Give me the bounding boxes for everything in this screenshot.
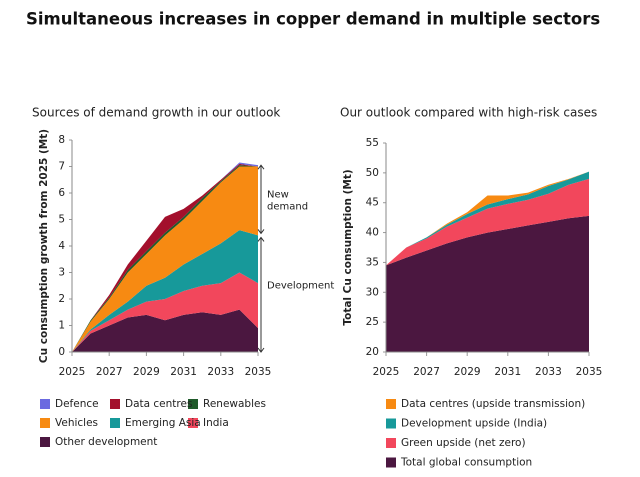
legend-label: Total global consumption bbox=[400, 457, 532, 469]
y-axis-label: Cu consumption growth from 2025 (Mt) bbox=[38, 129, 50, 363]
y-tick-label: 0 bbox=[58, 346, 65, 358]
y-tick-label: 3 bbox=[58, 267, 65, 279]
legend-swatch bbox=[110, 399, 120, 409]
y-tick-label: 7 bbox=[58, 161, 65, 173]
area bbox=[386, 171, 589, 266]
legend-label: India bbox=[203, 417, 229, 429]
y-tick-label: 6 bbox=[58, 187, 65, 199]
y-tick-label: 45 bbox=[366, 197, 379, 209]
x-tick-label: 2033 bbox=[535, 366, 562, 378]
x-tick-label: 2031 bbox=[494, 366, 521, 378]
y-tick-label: 30 bbox=[366, 286, 379, 298]
legend-label: Data centres bbox=[125, 398, 192, 410]
y-tick-label: 1 bbox=[58, 320, 65, 332]
x-tick-label: 2031 bbox=[170, 366, 197, 378]
legend-label: Other development bbox=[55, 436, 157, 448]
legend-swatch bbox=[110, 418, 120, 428]
y-tick-label: 25 bbox=[366, 316, 379, 328]
legend-swatch bbox=[188, 418, 198, 428]
x-tick-label: 2029 bbox=[454, 366, 481, 378]
area bbox=[72, 230, 258, 352]
y-axis-label: Total Cu consumption (Mt) bbox=[342, 169, 354, 325]
legend-swatch bbox=[386, 399, 396, 409]
y-tick-label: 4 bbox=[58, 240, 65, 252]
area bbox=[386, 178, 589, 266]
y-tick-label: 20 bbox=[366, 346, 379, 358]
y-tick-label: 5 bbox=[58, 214, 65, 226]
page-title: Simultaneous increases in copper demand … bbox=[26, 10, 600, 29]
y-tick-label: 50 bbox=[366, 167, 379, 179]
area bbox=[72, 166, 258, 352]
annotation: Development bbox=[267, 281, 334, 292]
y-tick-label: 35 bbox=[366, 256, 379, 268]
arrowhead bbox=[257, 229, 265, 235]
legend-label: Development upside (India) bbox=[401, 418, 547, 430]
legend-label: Renewables bbox=[203, 398, 266, 410]
x-tick-label: 2027 bbox=[96, 366, 123, 378]
area bbox=[386, 215, 589, 352]
x-tick-label: 2035 bbox=[576, 366, 603, 378]
x-tick-label: 2027 bbox=[413, 366, 440, 378]
arrowhead bbox=[257, 164, 265, 170]
area bbox=[72, 309, 258, 352]
annotation-line: demand bbox=[267, 201, 308, 212]
chart-subtitle: Our outlook compared with high-risk case… bbox=[340, 106, 597, 120]
area bbox=[72, 272, 258, 352]
legend-swatch bbox=[386, 418, 396, 429]
annotation-line: New bbox=[267, 189, 289, 200]
x-tick-label: 2029 bbox=[133, 366, 160, 378]
y-tick-label: 2 bbox=[58, 293, 65, 305]
legend-swatch bbox=[188, 399, 198, 409]
legend-swatch bbox=[40, 418, 50, 428]
y-tick-label: 40 bbox=[366, 227, 379, 239]
x-tick-label: 2025 bbox=[59, 366, 86, 378]
y-tick-label: 8 bbox=[58, 134, 65, 146]
legend-swatch bbox=[40, 437, 50, 447]
legend-swatch bbox=[386, 438, 396, 448]
x-tick-label: 2025 bbox=[373, 366, 400, 378]
legend-label: Emerging Asia bbox=[125, 417, 201, 429]
legend-label: Vehicles bbox=[55, 417, 98, 429]
y-tick-label: 55 bbox=[366, 137, 379, 149]
x-tick-label: 2033 bbox=[207, 366, 234, 378]
x-tick-label: 2035 bbox=[245, 366, 272, 378]
chart-subtitle: Sources of demand growth in our outlook bbox=[32, 106, 280, 120]
legend-label: Data centres (upside transmission) bbox=[401, 398, 585, 410]
arrowhead bbox=[257, 236, 265, 242]
legend-label: Defence bbox=[55, 398, 99, 410]
annotation: New demand bbox=[267, 189, 308, 212]
arrowhead bbox=[257, 347, 265, 353]
legend-swatch bbox=[386, 457, 396, 468]
legend-label: Green upside (net zero) bbox=[401, 437, 526, 449]
legend-swatch bbox=[40, 399, 50, 409]
